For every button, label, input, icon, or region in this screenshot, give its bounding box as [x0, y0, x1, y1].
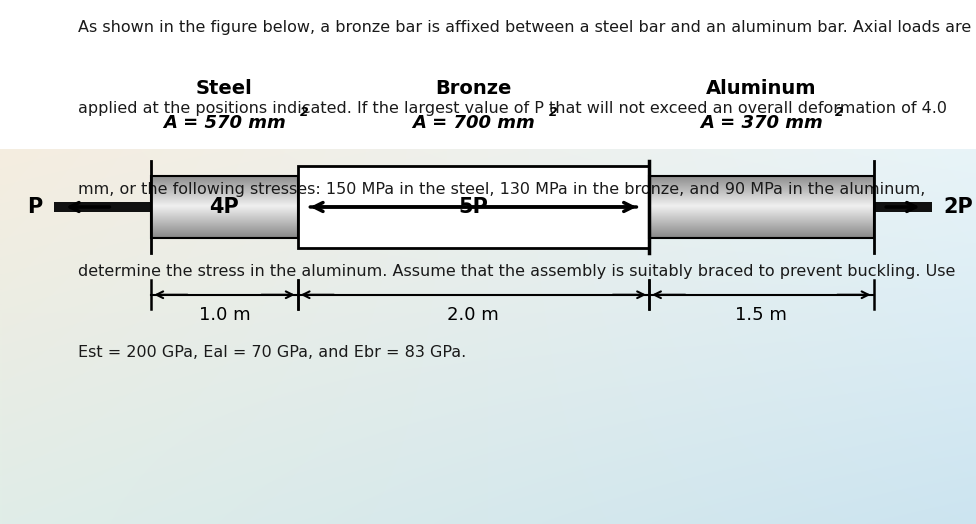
Bar: [874, 202, 932, 212]
Text: Steel: Steel: [196, 79, 253, 99]
Text: 2: 2: [549, 106, 557, 119]
Text: A = 570 mm: A = 570 mm: [163, 114, 286, 133]
Text: Aluminum: Aluminum: [706, 79, 817, 99]
Text: 1.0 m: 1.0 m: [199, 306, 250, 324]
Bar: [0, 0, 976, 149]
Text: As shown in the figure below, a bronze bar is affixed between a steel bar and an: As shown in the figure below, a bronze b…: [78, 20, 971, 35]
Text: 2.0 m: 2.0 m: [447, 306, 500, 324]
Text: 2: 2: [301, 106, 308, 119]
Bar: [151, 176, 298, 238]
Text: 5P: 5P: [459, 197, 488, 217]
Text: P: P: [26, 197, 42, 217]
Text: applied at the positions indicated. If the largest value of P that will not exce: applied at the positions indicated. If t…: [78, 101, 947, 116]
Text: 4P: 4P: [210, 197, 239, 217]
Text: A = 700 mm: A = 700 mm: [412, 114, 535, 133]
Text: A = 370 mm: A = 370 mm: [700, 114, 823, 133]
Text: determine the stress in the aluminum. Assume that the assembly is suitably brace: determine the stress in the aluminum. As…: [78, 264, 956, 279]
Text: 2P: 2P: [944, 197, 973, 217]
Text: Est = 200 GPa, Eal = 70 GPa, and Ebr = 83 GPa.: Est = 200 GPa, Eal = 70 GPa, and Ebr = 8…: [78, 345, 467, 360]
Text: 2: 2: [835, 106, 843, 119]
Text: 1.5 m: 1.5 m: [735, 306, 788, 324]
Bar: [298, 202, 649, 212]
Bar: [54, 202, 151, 212]
Text: Bronze: Bronze: [435, 79, 511, 99]
Bar: [649, 176, 874, 238]
Bar: [298, 167, 649, 248]
Text: mm, or the following stresses: 150 MPa in the steel, 130 MPa in the bronze, and : mm, or the following stresses: 150 MPa i…: [78, 182, 925, 198]
